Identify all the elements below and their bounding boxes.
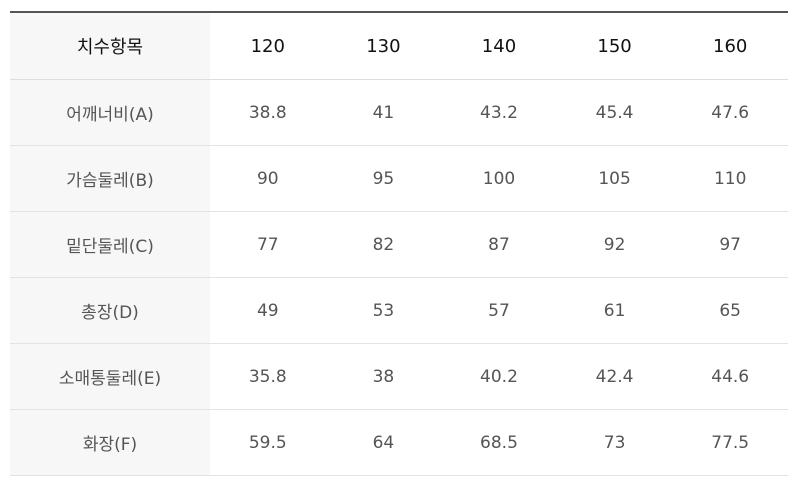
measurement-cell: 53 [325, 277, 442, 344]
measurement-cell: 65 [672, 277, 788, 344]
measurement-cell: 64 [325, 409, 442, 476]
measurement-cell: 105 [556, 145, 673, 212]
measurement-cell: 41 [325, 79, 442, 146]
row-label: 밑단둘레(C) [10, 211, 210, 278]
measurement-cell: 110 [672, 145, 788, 212]
table-row: 어깨너비(A) 38.8 41 43.2 45.4 47.6 [10, 79, 788, 146]
size-table-container: 치수항목 120 130 140 150 160 어깨너비(A) 38.8 41 43.2 45.… [10, 11, 788, 476]
size-header: 120 [210, 12, 326, 80]
measurement-cell: 57 [441, 277, 557, 344]
table-row: 화장(F) 59.5 64 68.5 73 77.5 [10, 409, 788, 476]
measurement-cell: 92 [556, 211, 673, 278]
measurement-cell: 90 [210, 145, 326, 212]
table-body: 어깨너비(A) 38.8 41 43.2 45.4 47.6 가슴둘레(B) 90 95 100 1… [10, 79, 788, 476]
table-row: 밑단둘레(C) 77 82 87 92 97 [10, 211, 788, 278]
table-row: 소매통둘레(E) 35.8 38 40.2 42.4 44.6 [10, 343, 788, 410]
table-row: 총장(D) 49 53 57 61 65 [10, 277, 788, 344]
measurement-cell: 35.8 [210, 343, 326, 410]
measurement-cell: 87 [441, 211, 557, 278]
measurement-cell: 44.6 [672, 343, 788, 410]
measurement-cell: 77 [210, 211, 326, 278]
measurement-cell: 38 [325, 343, 442, 410]
size-header: 130 [325, 12, 442, 80]
measurement-cell: 43.2 [441, 79, 557, 146]
row-label: 화장(F) [10, 409, 210, 476]
measurement-cell: 40.2 [441, 343, 557, 410]
measurement-cell: 82 [325, 211, 442, 278]
measurement-cell: 95 [325, 145, 442, 212]
row-label: 가슴둘레(B) [10, 145, 210, 212]
measurement-cell: 68.5 [441, 409, 557, 476]
measurement-cell: 59.5 [210, 409, 326, 476]
header-label: 치수항목 [10, 12, 210, 80]
row-label: 소매통둘레(E) [10, 343, 210, 410]
measurement-cell: 100 [441, 145, 557, 212]
header-row: 치수항목 120 130 140 150 160 [10, 12, 788, 80]
measurement-cell: 73 [556, 409, 673, 476]
measurement-cell: 49 [210, 277, 326, 344]
table-row: 가슴둘레(B) 90 95 100 105 110 [10, 145, 788, 212]
measurement-cell: 61 [556, 277, 673, 344]
size-header: 150 [556, 12, 673, 80]
measurement-cell: 45.4 [556, 79, 673, 146]
table-head: 치수항목 120 130 140 150 160 [10, 12, 788, 80]
measurement-cell: 77.5 [672, 409, 788, 476]
size-header: 160 [672, 12, 788, 80]
measurement-cell: 42.4 [556, 343, 673, 410]
measurement-cell: 47.6 [672, 79, 788, 146]
measurement-cell: 97 [672, 211, 788, 278]
measurement-cell: 38.8 [210, 79, 326, 146]
size-table: 치수항목 120 130 140 150 160 어깨너비(A) 38.8 41 43.2 45.… [10, 11, 788, 476]
size-header: 140 [441, 12, 557, 80]
row-label: 어깨너비(A) [10, 79, 210, 146]
row-label: 총장(D) [10, 277, 210, 344]
